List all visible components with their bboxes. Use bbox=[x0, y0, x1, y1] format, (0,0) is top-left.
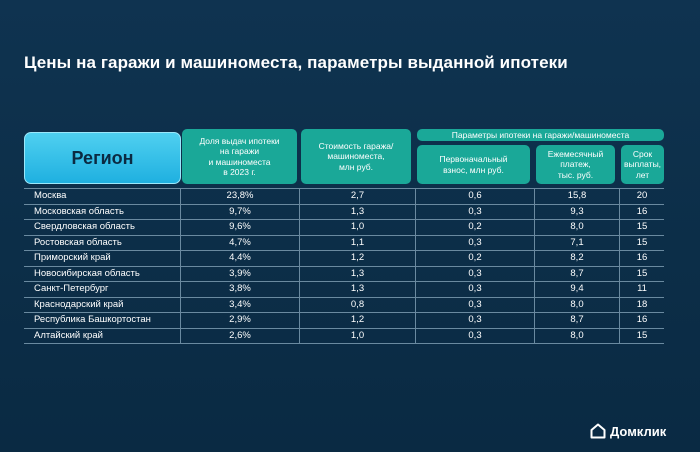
share-cell: 3,4% bbox=[181, 297, 300, 312]
region-cell: Московская область bbox=[24, 204, 181, 219]
cost-header-line: машиноместа, bbox=[327, 151, 385, 162]
down-cell: 0,2 bbox=[416, 251, 535, 266]
pay-cell: 8,0 bbox=[535, 220, 620, 235]
pay-cell: 7,1 bbox=[535, 235, 620, 250]
pay-cell: 9,4 bbox=[535, 282, 620, 297]
table-row: Республика Башкортостан 2,9% 1,2 0,3 8,7… bbox=[24, 313, 664, 329]
share-cell: 9,7% bbox=[181, 204, 300, 219]
table-row: Краснодарский край 3,4% 0,8 0,3 8,0 18 bbox=[24, 297, 664, 313]
share-cell: 3,9% bbox=[181, 266, 300, 281]
pay-cell: 8,7 bbox=[535, 266, 620, 281]
region-cell: Свердловская область bbox=[24, 220, 181, 235]
table-row: Свердловская область 9,6% 1,0 0,2 8,0 15 bbox=[24, 220, 664, 236]
down-cell: 0,2 bbox=[416, 220, 535, 235]
cost-cell: 0,8 bbox=[300, 297, 416, 312]
region-cell: Санкт-Петербург bbox=[24, 282, 181, 297]
share-header-line: и машиноместа bbox=[208, 156, 271, 167]
cost-header: Стоимость гаража/ машиноместа, млн руб. bbox=[301, 129, 411, 184]
monthly-payment-header: Ежемесячный платеж, тыс. руб. bbox=[536, 145, 615, 184]
down-cell: 0,3 bbox=[416, 266, 535, 281]
share-cell: 2,6% bbox=[181, 328, 300, 343]
share-cell: 3,8% bbox=[181, 282, 300, 297]
cost-cell: 1,2 bbox=[300, 313, 416, 328]
share-cell: 4,7% bbox=[181, 235, 300, 250]
table-row: Санкт-Петербург 3,8% 1,3 0,3 9,4 11 bbox=[24, 282, 664, 298]
pay-cell: 9,3 bbox=[535, 204, 620, 219]
mortgage-params-header: Параметры ипотеки на гаражи/машиноместа bbox=[417, 129, 664, 141]
cost-cell: 1,3 bbox=[300, 282, 416, 297]
cost-header-line: млн руб. bbox=[338, 161, 374, 172]
down-header-line: Первоначальный bbox=[439, 154, 508, 164]
term-header: Срок выплаты, лет bbox=[621, 145, 664, 184]
pay-header-line: платеж, bbox=[560, 159, 591, 170]
pay-cell: 8,7 bbox=[535, 313, 620, 328]
region-cell: Республика Башкортостан bbox=[24, 313, 181, 328]
table-row: Новосибирская область 3,9% 1,3 0,3 8,7 1… bbox=[24, 266, 664, 282]
region-cell: Алтайский край bbox=[24, 328, 181, 343]
cost-cell: 1,0 bbox=[300, 328, 416, 343]
share-cell: 23,8% bbox=[181, 189, 300, 204]
region-cell: Москва bbox=[24, 189, 181, 204]
term-header-line: Срок bbox=[632, 148, 653, 159]
house-icon bbox=[590, 423, 606, 439]
pay-header-line: тыс. руб. bbox=[557, 169, 594, 180]
term-cell: 15 bbox=[636, 329, 648, 341]
cost-cell: 1,0 bbox=[300, 220, 416, 235]
term-cell: 15 bbox=[636, 221, 648, 232]
table-row: Ростовская область 4,7% 1,1 0,3 7,1 15 bbox=[24, 235, 664, 251]
down-header-line: взнос, млн руб. bbox=[443, 164, 504, 175]
term-cell: 15 bbox=[636, 236, 648, 248]
cost-cell: 2,7 bbox=[300, 189, 416, 204]
share-header: Доля выдач ипотеки на гаражи и машиномес… bbox=[182, 129, 297, 184]
down-cell: 0,3 bbox=[416, 328, 535, 343]
table-row: Московская область 9,7% 1,3 0,3 9,3 16 bbox=[24, 204, 664, 220]
down-cell: 0,3 bbox=[416, 313, 535, 328]
cost-cell: 1,3 bbox=[300, 266, 416, 281]
down-cell: 0,6 bbox=[416, 189, 535, 204]
share-header-line: на гаражи bbox=[219, 146, 260, 156]
down-cell: 0,3 bbox=[416, 297, 535, 312]
term-header-line: выплаты, bbox=[623, 159, 662, 170]
cost-cell: 1,2 bbox=[300, 251, 416, 266]
table-row: Приморский край 4,4% 1,2 0,2 8,2 16 bbox=[24, 251, 664, 267]
table-row: Москва 23,8% 2,7 0,6 15,8 20 bbox=[24, 188, 664, 205]
region-cell: Приморский край bbox=[24, 251, 181, 266]
region-cell: Новосибирская область bbox=[24, 266, 181, 281]
pay-cell: 8,2 bbox=[535, 251, 620, 266]
term-cell: 16 bbox=[636, 205, 648, 217]
region-cell: Ростовская область bbox=[24, 235, 181, 250]
down-payment-header: Первоначальный взнос, млн руб. bbox=[417, 145, 530, 184]
data-table: Москва 23,8% 2,7 0,6 15,8 20 Московская … bbox=[24, 188, 664, 344]
share-cell: 9,6% bbox=[181, 220, 300, 235]
pay-header-line: Ежемесячный bbox=[547, 148, 604, 159]
pay-cell: 15,8 bbox=[535, 189, 620, 204]
term-cell: 16 bbox=[636, 252, 648, 263]
cost-cell: 1,3 bbox=[300, 204, 416, 219]
term-cell: 15 bbox=[636, 267, 648, 279]
term-header-line: лет bbox=[635, 169, 650, 180]
domclick-logo: Домклик bbox=[590, 423, 666, 439]
down-cell: 0,3 bbox=[416, 235, 535, 250]
page-title: Цены на гаражи и машиноместа, параметры … bbox=[24, 53, 568, 72]
term-cell: 18 bbox=[636, 298, 648, 310]
region-header: Регион bbox=[24, 132, 181, 184]
table-row: Алтайский край 2,6% 1,0 0,3 8,0 15 bbox=[24, 328, 664, 344]
region-cell: Краснодарский край bbox=[24, 297, 181, 312]
share-cell: 2,9% bbox=[181, 313, 300, 328]
share-header-line: Доля выдач ипотеки bbox=[199, 135, 280, 146]
cost-cell: 1,1 bbox=[300, 235, 416, 250]
down-cell: 0,3 bbox=[416, 282, 535, 297]
share-header-line: в 2023 г. bbox=[223, 167, 256, 177]
pay-cell: 8,0 bbox=[535, 328, 620, 343]
down-cell: 0,3 bbox=[416, 204, 535, 219]
pay-cell: 8,0 bbox=[535, 297, 620, 312]
term-cell: 20 bbox=[636, 190, 648, 201]
share-cell: 4,4% bbox=[181, 251, 300, 266]
logo-text: Домклик bbox=[610, 423, 667, 439]
cost-header-line: Стоимость гаража/ bbox=[318, 140, 394, 151]
term-cell: 11 bbox=[637, 283, 647, 294]
term-cell: 16 bbox=[636, 314, 648, 325]
